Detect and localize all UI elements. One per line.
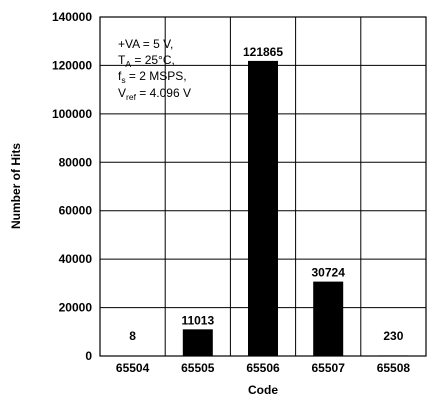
y-tick-label: 60000 [59, 204, 93, 218]
y-tick-label: 100000 [52, 107, 92, 121]
bar-value-label: 8 [129, 329, 136, 343]
x-tick-label: 65505 [181, 361, 215, 375]
y-tick-label: 120000 [52, 58, 92, 72]
annotation-line-3: fs = 2 MSPS, [118, 69, 187, 85]
y-tick-label: 40000 [59, 252, 93, 266]
annotation-line-2: TA = 25°C, [118, 53, 175, 69]
y-tick-label: 80000 [59, 155, 93, 169]
bar [182, 329, 213, 356]
x-tick-label: 65506 [246, 361, 280, 375]
x-tick-label: 65507 [312, 361, 346, 375]
annotation-line-1: +VA = 5 V, [118, 37, 173, 51]
x-axis-title: Code [248, 383, 278, 397]
x-tick-label: 65504 [116, 361, 150, 375]
bar-value-label: 121865 [243, 45, 283, 59]
bar-value-label: 230 [383, 329, 403, 343]
conditions-annotation: +VA = 5 V, TA = 25°C, fs = 2 MSPS, Vref … [118, 37, 191, 102]
data-labels: 8 11013 121865 30724 230 [129, 45, 403, 343]
bar-value-label: 11013 [181, 313, 214, 327]
x-tick-label: 65508 [377, 361, 411, 375]
bars [117, 60, 409, 357]
plot-frame [99, 16, 427, 357]
y-tick-label: 20000 [59, 301, 93, 315]
bar [313, 281, 344, 356]
y-tick-label: 140000 [52, 10, 92, 24]
y-tick-labels: 0 20000 40000 60000 80000 100000 120000 140000 [52, 10, 92, 363]
annotation-line-4: Vref = 4.096 V [118, 86, 191, 102]
y-tick-label: 0 [85, 349, 92, 363]
bar [248, 60, 278, 357]
bar-value-label: 30724 [312, 266, 346, 280]
y-axis-title: Number of Hits [9, 143, 23, 229]
x-tick-labels: 65504 65505 65506 65507 65508 [116, 361, 410, 375]
